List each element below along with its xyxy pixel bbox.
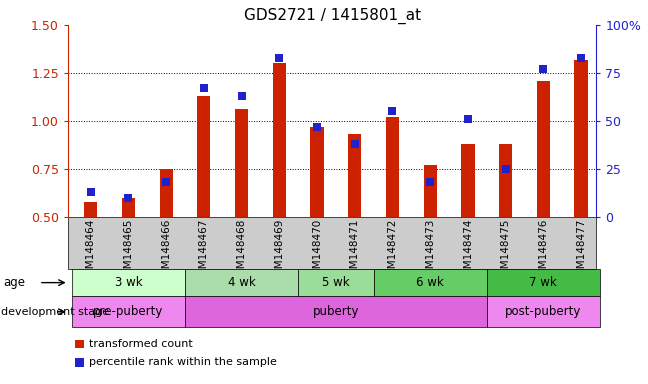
- Bar: [273, 63, 286, 217]
- Bar: [461, 144, 474, 217]
- Text: puberty: puberty: [312, 305, 359, 318]
- Bar: [575, 60, 588, 217]
- Bar: [197, 96, 211, 217]
- Bar: [84, 202, 97, 217]
- Text: development stage: development stage: [1, 307, 110, 317]
- Bar: [122, 198, 135, 217]
- Bar: [537, 81, 550, 217]
- Text: pre-puberty: pre-puberty: [93, 305, 163, 318]
- Bar: [159, 169, 173, 217]
- Point: [123, 195, 133, 201]
- Point: [576, 55, 586, 61]
- Point: [237, 93, 247, 99]
- Text: percentile rank within the sample: percentile rank within the sample: [89, 358, 277, 367]
- Point: [538, 66, 548, 72]
- Point: [425, 179, 435, 185]
- Text: 5 wk: 5 wk: [322, 276, 350, 289]
- Point: [161, 179, 171, 185]
- Text: 6 wk: 6 wk: [416, 276, 444, 289]
- Point: [312, 124, 322, 130]
- Text: 3 wk: 3 wk: [115, 276, 142, 289]
- Point: [500, 166, 511, 172]
- Point: [86, 189, 96, 195]
- Bar: [386, 117, 399, 217]
- Text: 7 wk: 7 wk: [529, 276, 557, 289]
- Bar: [499, 144, 512, 217]
- Text: transformed count: transformed count: [89, 339, 193, 349]
- Bar: [348, 134, 362, 217]
- Bar: [310, 127, 323, 217]
- Title: GDS2721 / 1415801_at: GDS2721 / 1415801_at: [244, 7, 421, 23]
- Point: [388, 108, 398, 114]
- Text: 4 wk: 4 wk: [227, 276, 255, 289]
- Point: [199, 85, 209, 91]
- Point: [349, 141, 360, 147]
- Point: [463, 116, 473, 122]
- Bar: [235, 109, 248, 217]
- Text: post-puberty: post-puberty: [505, 305, 581, 318]
- Text: age: age: [3, 276, 25, 289]
- Point: [274, 55, 284, 61]
- Bar: [424, 165, 437, 217]
